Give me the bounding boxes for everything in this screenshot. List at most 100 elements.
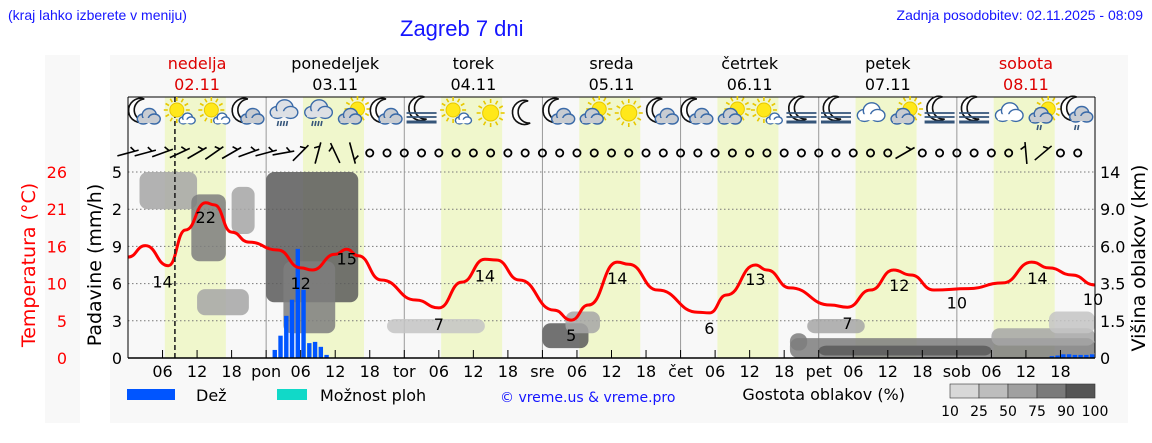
sun-cloud-icon — [717, 96, 751, 125]
calm-wind-icon — [710, 148, 720, 158]
calm-wind-icon — [796, 148, 806, 158]
temperature-axis-title: Temperatura (°C) — [18, 183, 40, 348]
wind-barb-icon — [292, 144, 310, 162]
sun-ray — [603, 116, 607, 121]
moon-crescent — [408, 95, 427, 122]
rain-bar — [318, 346, 324, 358]
sun-ray — [494, 121, 499, 126]
calm-wind-icon — [434, 148, 444, 158]
precipitation-axis-title: Padavine (mm/h) — [84, 184, 106, 347]
sun-disc — [482, 104, 500, 122]
rain-bar — [1049, 356, 1055, 358]
x-tick-label: 06 — [429, 362, 449, 381]
temperature-label: 15 — [337, 249, 357, 268]
calm-wind-icon — [969, 148, 979, 158]
sun-ray — [478, 117, 483, 121]
sun-ray — [1041, 97, 1045, 102]
sun-ray — [756, 117, 761, 122]
x-tick-label: 12 — [463, 362, 483, 381]
cloud-density-tick: 90 — [1057, 404, 1075, 420]
sun-ray — [744, 112, 750, 117]
moon-crescent — [822, 95, 842, 122]
moon-fog-icon — [924, 95, 955, 124]
sun-disc — [620, 104, 638, 122]
moon-crescent — [511, 99, 531, 126]
calm-wind-icon — [468, 148, 478, 158]
sun-cloud-drizzle-icon — [1028, 96, 1062, 131]
x-tick-label: 18 — [221, 362, 241, 381]
rain-bar — [1061, 354, 1066, 358]
rain-bar — [1066, 354, 1072, 358]
precipitation-tick: 5 — [112, 163, 122, 182]
moon-fog-icon — [959, 95, 990, 124]
day-date: 05.11 — [589, 75, 635, 94]
cloud-part — [1071, 116, 1089, 121]
sun-small-cloud-icon — [198, 97, 231, 125]
rain-bar — [1072, 354, 1078, 358]
temperature-label: 14 — [607, 269, 627, 288]
wind-barb-feather — [905, 145, 912, 151]
rain-bar — [284, 315, 289, 358]
sun-ray — [756, 98, 761, 103]
page-title: Zagreb 7 dni — [400, 16, 524, 41]
wind-barb-shaft — [292, 144, 310, 162]
temperature-tick: 5 — [57, 312, 67, 331]
sun-ray — [587, 101, 592, 106]
credit-link[interactable]: © vreme.us & vreme.pro — [500, 390, 675, 406]
calm-wind-icon — [866, 148, 876, 158]
calm-wind-icon — [1004, 148, 1014, 158]
sun-disc — [203, 102, 219, 118]
calm-wind-icon — [641, 148, 651, 158]
calm-wind-icon — [917, 148, 927, 158]
calm-wind-icon — [1055, 148, 1065, 158]
cloud-height-tick: 0 — [1100, 349, 1110, 368]
cloud-part — [691, 118, 709, 123]
calm-wind-icon — [952, 148, 962, 158]
wind-barb-icon — [348, 142, 359, 164]
wind-barb-icon — [272, 146, 295, 156]
cloud-part — [180, 119, 193, 124]
day-name: sreda — [589, 54, 633, 73]
calm-wind-icon — [589, 148, 599, 158]
sun-ray — [441, 113, 446, 118]
cloud-density-patch — [191, 194, 226, 262]
sun-ray — [913, 116, 918, 121]
rain-drop — [314, 120, 317, 127]
moon-cloud-icon — [542, 97, 576, 125]
cloud-density-tick: 75 — [1028, 404, 1046, 420]
cloud-density-patch — [387, 318, 485, 334]
cloud-part — [340, 118, 358, 123]
sun-ray — [771, 102, 776, 107]
cloud-density-swatch — [978, 383, 1009, 399]
temperature-tick: 21 — [47, 200, 67, 219]
day-name: sobota — [999, 54, 1053, 73]
wind-barb-shaft — [895, 146, 915, 160]
cloud-icon — [856, 102, 886, 123]
cloud-part — [1031, 117, 1049, 122]
cloud-height-tick: 3.5 — [1100, 275, 1125, 294]
sun-icon — [476, 99, 505, 127]
sun-ray — [730, 97, 734, 102]
cloud-density-legend-title: Gostota oblakov (%) — [742, 385, 905, 404]
cloud-part — [657, 118, 675, 123]
x-tick-label: 12 — [1016, 362, 1036, 381]
sun-ray — [633, 121, 637, 126]
rain-legend-swatch — [127, 389, 175, 400]
calm-wind-icon — [883, 148, 893, 158]
x-tick-label: 06 — [843, 362, 863, 381]
x-tick-label: 06 — [290, 362, 310, 381]
sun-ray — [445, 117, 450, 122]
temperature-label: 12 — [290, 274, 310, 293]
rain-drop — [285, 120, 289, 127]
sun-ray — [616, 117, 621, 121]
sun-ray — [1052, 116, 1056, 121]
moon-cloud-icon — [231, 97, 265, 125]
calm-wind-icon — [486, 148, 496, 158]
cloud-density-patch — [197, 289, 249, 316]
wind-barb-icon — [151, 146, 174, 158]
cloud-part — [139, 118, 157, 123]
sun-ray — [204, 117, 208, 122]
cloud-density-patch — [818, 345, 992, 356]
rain-drop — [1039, 124, 1042, 131]
temperature-label: 7 — [434, 315, 444, 334]
